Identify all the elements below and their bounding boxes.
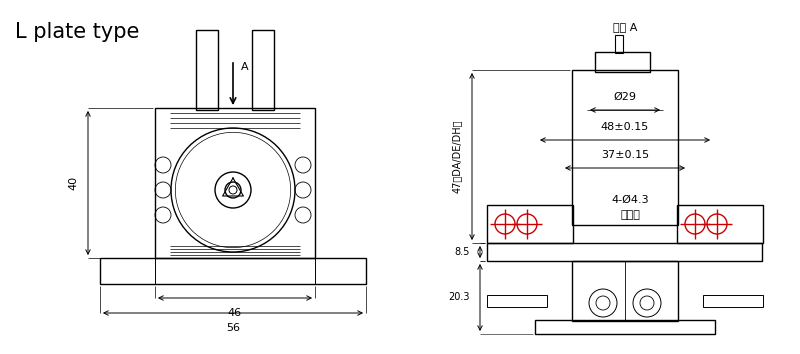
Bar [595, 52, 650, 72]
Text: 47（DA/DE/DH）: 47（DA/DE/DH） [452, 120, 462, 193]
Text: 视图 A: 视图 A [613, 22, 637, 32]
Bar [535, 320, 715, 334]
Bar [677, 205, 763, 243]
Bar [487, 295, 547, 307]
Bar [155, 108, 315, 258]
Bar [487, 205, 573, 243]
Text: 37±0.15: 37±0.15 [601, 150, 649, 160]
Text: Ø29: Ø29 [614, 92, 637, 102]
Text: L plate type: L plate type [15, 22, 139, 42]
Text: 8.5: 8.5 [454, 247, 470, 257]
Text: 用户用: 用户用 [620, 210, 640, 220]
Text: A: A [241, 62, 249, 72]
Bar [703, 295, 763, 307]
Bar [100, 258, 366, 284]
Text: 4-Ø4.3: 4-Ø4.3 [611, 195, 649, 205]
Bar [615, 35, 623, 53]
Bar [487, 243, 762, 261]
Bar [196, 30, 218, 110]
Text: 48±0.15: 48±0.15 [601, 122, 649, 132]
Bar [252, 30, 274, 110]
Text: 40: 40 [68, 176, 78, 190]
Text: 46: 46 [228, 308, 242, 318]
Bar [572, 70, 678, 225]
Bar [572, 261, 678, 321]
Text: 56: 56 [226, 323, 240, 333]
Text: 20.3: 20.3 [449, 292, 470, 303]
